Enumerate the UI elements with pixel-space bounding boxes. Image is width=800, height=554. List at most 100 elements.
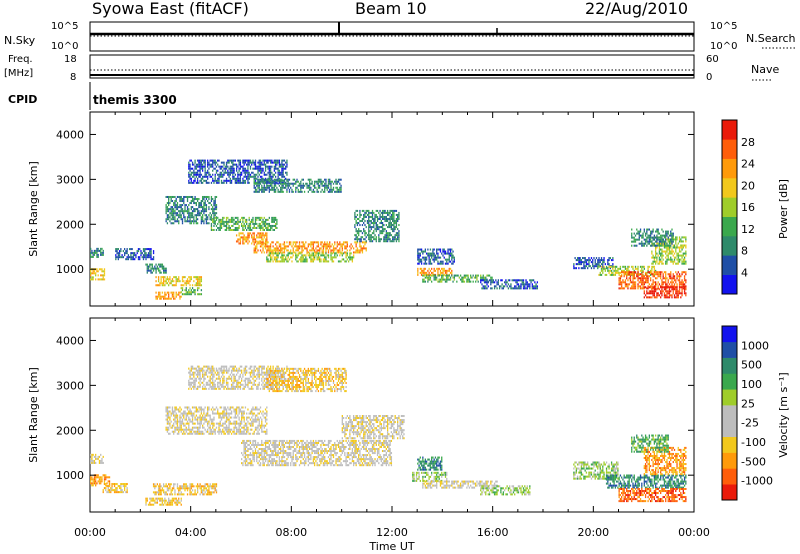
power-data-cell — [660, 290, 662, 293]
power-data-cell — [195, 165, 197, 168]
power-data-cell — [667, 244, 669, 247]
power-data-cell — [614, 267, 617, 270]
power-data-cell — [290, 182, 292, 185]
power-data-cell — [672, 288, 674, 291]
power-data-cell — [337, 180, 340, 183]
power-data-cell — [427, 252, 429, 255]
power-data-cell — [355, 230, 357, 233]
power-data-cell — [271, 175, 273, 178]
power-data-cell — [283, 186, 286, 189]
power-data-cell — [442, 274, 444, 277]
power-data-cell — [175, 212, 177, 215]
power-data-cell — [526, 285, 528, 288]
power-data-cell — [583, 263, 585, 266]
power-data-cell — [651, 232, 653, 235]
power-data-cell — [536, 281, 539, 284]
power-data-cell — [205, 214, 208, 217]
power-data-cell — [171, 284, 174, 287]
power-data-cell — [100, 251, 102, 254]
power-data-cell — [637, 271, 639, 274]
power-data-cell — [155, 276, 157, 279]
power-data-cell — [213, 159, 215, 162]
power-data-cell — [93, 270, 96, 273]
power-data-cell — [668, 286, 671, 289]
power-data-cell — [207, 165, 209, 168]
velocity-data-cell — [179, 501, 181, 504]
velocity-data-cell — [126, 491, 128, 494]
power-data-cell — [355, 222, 357, 225]
power-data-cell — [317, 256, 320, 259]
power-data-cell — [256, 216, 258, 219]
power-data-cell — [678, 258, 681, 261]
power-data-cell — [633, 275, 635, 278]
velocity-data-cell — [95, 461, 97, 464]
power-data-cell — [115, 250, 117, 253]
power-data-cell — [441, 262, 443, 265]
power-data-cell — [283, 249, 286, 252]
power-data-cell — [356, 240, 359, 243]
power-data-cell — [146, 265, 148, 268]
power-data-cell — [229, 181, 231, 184]
power-data-cell — [485, 287, 487, 290]
velocity-data-cell — [180, 499, 182, 502]
power-data-cell — [189, 293, 191, 296]
power-data-cell — [205, 218, 208, 221]
power-data-cell — [481, 287, 483, 290]
power-data-cell — [431, 252, 433, 255]
power-data-cell — [263, 184, 265, 187]
velocity-data-cell — [201, 489, 204, 492]
power-data-cell — [230, 224, 233, 227]
power-data-cell — [483, 285, 486, 288]
power-data-cell — [582, 257, 584, 260]
power-data-cell — [395, 240, 398, 243]
power-data-cell — [439, 280, 442, 283]
velocity-data-cell — [190, 369, 192, 372]
power-data-cell — [386, 232, 389, 235]
velocity-data-cell — [116, 489, 118, 492]
velocity-data-cell — [102, 489, 104, 492]
power-data-cell — [397, 238, 399, 241]
power-data-cell — [131, 258, 133, 261]
velocity-data-cell — [174, 483, 176, 486]
power-data-cell — [273, 220, 276, 223]
power-data-cell — [132, 252, 135, 255]
velocity-data-cell — [162, 489, 165, 492]
power-data-cell — [663, 242, 666, 245]
power-data-cell — [246, 171, 248, 174]
power-data-cell — [262, 167, 264, 170]
power-data-cell — [180, 218, 182, 221]
velocity-data-cell — [98, 480, 101, 483]
power-data-cell — [215, 228, 218, 231]
power-data-cell — [676, 292, 678, 295]
power-data-cell — [97, 253, 99, 256]
power-data-cell — [126, 250, 128, 253]
power-data-cell — [258, 169, 260, 172]
power-data-cell — [339, 249, 341, 252]
power-data-cell — [186, 220, 189, 223]
velocity-data-cell — [184, 485, 186, 488]
power-data-cell — [266, 222, 268, 225]
power-data-cell — [447, 252, 449, 255]
power-data-cell — [681, 236, 683, 239]
power-data-cell — [470, 280, 472, 283]
power-data-cell — [364, 243, 366, 246]
power-data-cell — [355, 220, 357, 223]
power-data-cell — [648, 271, 650, 274]
power-data-cell — [278, 190, 281, 193]
power-data-cell — [675, 248, 677, 251]
power-data-cell — [201, 165, 204, 168]
power-data-cell — [598, 273, 600, 276]
velocity-data-cell — [180, 497, 182, 500]
power-data-cell — [278, 177, 281, 180]
power-data-cell — [437, 254, 439, 257]
velocity-data-cell — [188, 381, 190, 384]
power-data-cell — [276, 163, 278, 166]
power-data-cell — [205, 220, 208, 223]
power-data-cell — [228, 167, 230, 170]
power-data-cell — [637, 232, 639, 235]
power-data-cell — [639, 285, 642, 288]
velocity-data-cell — [164, 497, 166, 500]
power-data-cell — [351, 256, 354, 259]
power-data-cell — [273, 188, 276, 191]
power-data-cell — [390, 234, 393, 237]
